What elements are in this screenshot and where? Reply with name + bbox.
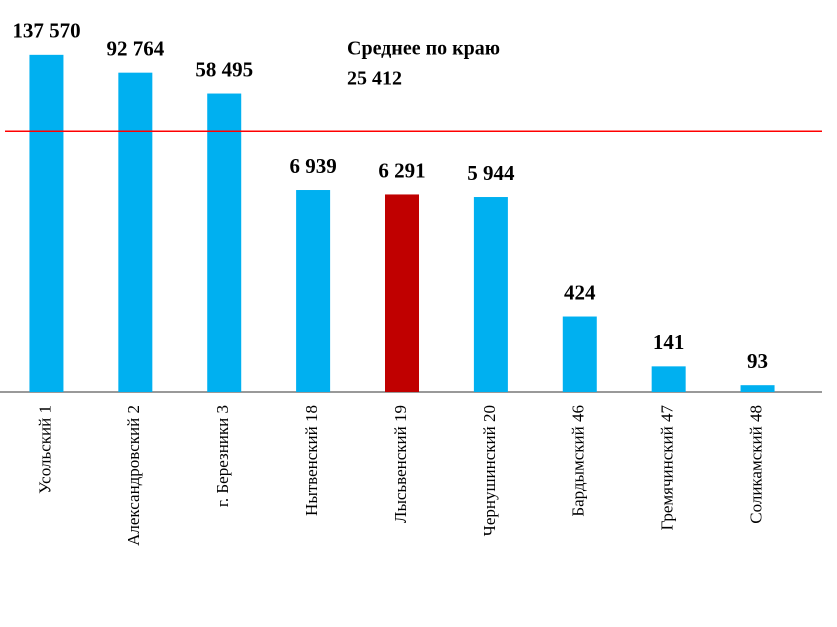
- bar: [562, 316, 597, 392]
- x-tick-label: Лысьвенский 19: [391, 405, 410, 523]
- bar: [207, 93, 242, 392]
- x-tick-label: г. Березники 3: [213, 405, 232, 507]
- value-label: 93: [747, 349, 768, 373]
- value-label: 137 570: [12, 19, 80, 43]
- value-label: 6 291: [378, 158, 425, 182]
- average-label: Среднее по краю: [347, 38, 500, 60]
- value-label: 5 944: [467, 161, 515, 185]
- x-tick-label: Нытвенский 18: [302, 405, 321, 516]
- value-label: 58 495: [195, 57, 253, 81]
- bar: [296, 190, 331, 392]
- x-tick-label: Усольский 1: [35, 405, 54, 494]
- bar: [473, 197, 508, 392]
- value-label: 141: [653, 330, 685, 354]
- bar: [651, 366, 686, 392]
- x-tick-label: Чернушинский 20: [480, 405, 499, 536]
- bar: [740, 385, 775, 392]
- bar: [29, 54, 64, 392]
- bar: [385, 194, 419, 392]
- x-tick-label: Бардымский 46: [569, 405, 588, 517]
- bar: [118, 72, 153, 392]
- x-tick-label: Александровский 2: [124, 405, 143, 546]
- value-label: 92 764: [106, 36, 164, 60]
- x-tick-label: Гремячинский 47: [658, 405, 677, 531]
- value-label: 6 939: [289, 154, 336, 178]
- average-value-label: 25 412: [347, 68, 402, 90]
- value-label: 424: [564, 280, 596, 304]
- x-tick-label: Соликамский 48: [746, 405, 765, 524]
